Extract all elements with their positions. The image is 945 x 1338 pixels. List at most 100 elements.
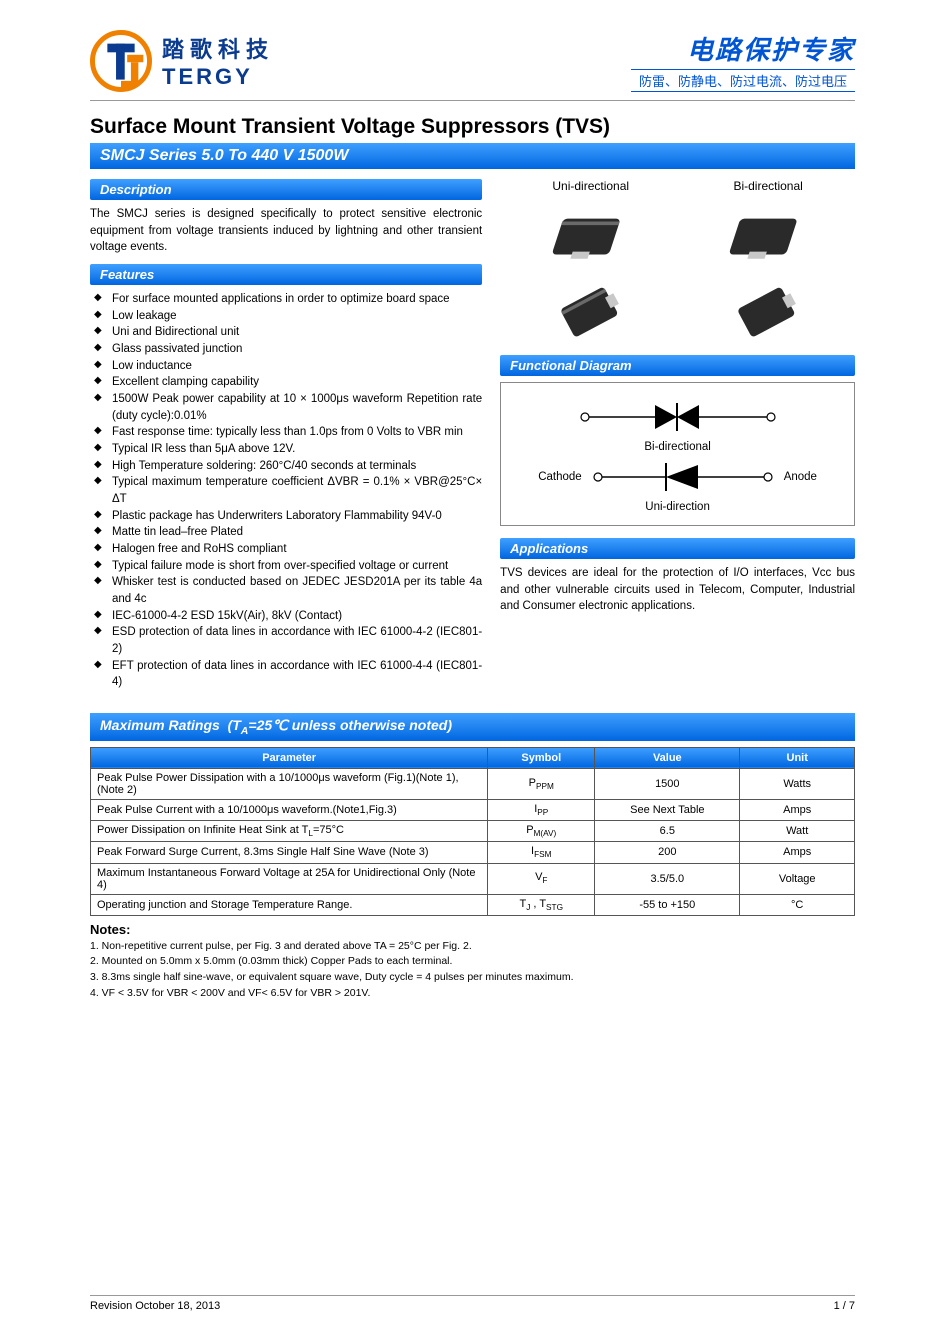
bi-chip-angle-icon bbox=[726, 281, 806, 345]
bi-directional-symbol-icon bbox=[573, 399, 783, 435]
page-title: Surface Mount Transient Voltage Suppress… bbox=[90, 115, 855, 139]
ratings-unit: Amps bbox=[740, 799, 855, 820]
chip-images-row-2 bbox=[500, 281, 855, 345]
notes-title: Notes: bbox=[90, 922, 855, 937]
func-bi-label: Bi-directional bbox=[644, 441, 710, 453]
note-item: 1. Non-repetitive current pulse, per Fig… bbox=[90, 939, 855, 955]
uni-directional-symbol-icon bbox=[588, 459, 778, 495]
page-footer: Revision October 18, 2013 1 / 7 bbox=[90, 1295, 855, 1312]
feature-item: IEC-61000-4-2 ESD 15kV(Air), 8kV (Contac… bbox=[94, 608, 482, 625]
ratings-symbol: IPP bbox=[488, 799, 595, 820]
ratings-col-header: Parameter bbox=[91, 747, 488, 768]
uni-directional-label: Uni-directional bbox=[552, 179, 629, 193]
uni-chip-top-icon bbox=[546, 205, 632, 271]
ratings-param: Peak Pulse Current with a 10/1000μs wave… bbox=[91, 799, 488, 820]
revision-text: Revision October 18, 2013 bbox=[90, 1300, 220, 1312]
uni-chip-angle-icon bbox=[549, 281, 629, 345]
ratings-unit: Watt bbox=[740, 821, 855, 842]
feature-item: Low leakage bbox=[94, 308, 482, 325]
note-item: 3. 8.3ms single half sine-wave, or equiv… bbox=[90, 970, 855, 986]
description-text: The SMCJ series is designed specifically… bbox=[90, 206, 482, 256]
ratings-param: Power Dissipation on Infinite Heat Sink … bbox=[91, 821, 488, 842]
ratings-value: See Next Table bbox=[595, 799, 740, 820]
chip-labels-row: Uni-directional Bi-directional bbox=[500, 179, 855, 199]
bi-chip-top-icon bbox=[723, 205, 809, 271]
tagline-main: 电路保护专家 bbox=[631, 30, 855, 67]
ratings-param: Maximum Instantaneous Forward Voltage at… bbox=[91, 863, 488, 894]
logo-text-cn: 踏歌科技 bbox=[162, 32, 274, 64]
feature-item: Plastic package has Underwriters Laborat… bbox=[94, 508, 482, 525]
cathode-label: Cathode bbox=[538, 471, 581, 483]
ratings-unit: Watts bbox=[740, 768, 855, 799]
ratings-symbol: IFSM bbox=[488, 842, 595, 863]
applications-text: TVS devices are ideal for the protection… bbox=[500, 565, 855, 615]
ratings-symbol: VF bbox=[488, 863, 595, 894]
note-item: 2. Mounted on 5.0mm x 5.0mm (0.03mm thic… bbox=[90, 954, 855, 970]
feature-item: Typical failure mode is short from over-… bbox=[94, 558, 482, 575]
feature-item: Typical IR less than 5μA above 12V. bbox=[94, 441, 482, 458]
logo-block: 踏歌科技 TERGY bbox=[90, 30, 274, 92]
features-heading: Features bbox=[90, 264, 482, 285]
note-item: 4. VF < 3.5V for VBR < 200V and VF< 6.5V… bbox=[90, 986, 855, 1002]
chip-images-row-1 bbox=[500, 205, 855, 271]
feature-item: Low inductance bbox=[94, 358, 482, 375]
ratings-row: Power Dissipation on Infinite Heat Sink … bbox=[91, 821, 855, 842]
revision-label: Revision bbox=[90, 1300, 132, 1312]
feature-item: Excellent clamping capability bbox=[94, 374, 482, 391]
feature-item: High Temperature soldering: 260°C/40 sec… bbox=[94, 458, 482, 475]
tagline-sub: 防雷、防静电、防过电流、防过电压 bbox=[631, 69, 855, 92]
ratings-unit: °C bbox=[740, 894, 855, 915]
ratings-col-header: Unit bbox=[740, 747, 855, 768]
functional-heading: Functional Diagram bbox=[500, 355, 855, 376]
notes-list: 1. Non-repetitive current pulse, per Fig… bbox=[90, 939, 855, 1002]
ratings-symbol: PM(AV) bbox=[488, 821, 595, 842]
ratings-row: Operating junction and Storage Temperatu… bbox=[91, 894, 855, 915]
series-bar: SMCJ Series 5.0 To 440 V 1500W bbox=[90, 143, 855, 169]
feature-item: Fast response time: typically less than … bbox=[94, 424, 482, 441]
ratings-table: ParameterSymbolValueUnit Peak Pulse Powe… bbox=[90, 747, 855, 916]
ratings-heading: Maximum Ratings (TA=25℃ unless otherwise… bbox=[90, 713, 855, 741]
feature-item: Glass passivated junction bbox=[94, 341, 482, 358]
revision-date: October 18, 2013 bbox=[135, 1300, 220, 1312]
ratings-value: 200 bbox=[595, 842, 740, 863]
ratings-value: 3.5/5.0 bbox=[595, 863, 740, 894]
ratings-row: Maximum Instantaneous Forward Voltage at… bbox=[91, 863, 855, 894]
ratings-row: Peak Forward Surge Current, 8.3ms Single… bbox=[91, 842, 855, 863]
feature-item: Matte tin lead–free Plated bbox=[94, 524, 482, 541]
functional-diagram-box: Bi-directional Cathode Anode Uni-directi… bbox=[500, 382, 855, 526]
bi-directional-label: Bi-directional bbox=[733, 179, 802, 193]
feature-item: 1500W Peak power capability at 10 × 1000… bbox=[94, 391, 482, 424]
ratings-col-header: Symbol bbox=[488, 747, 595, 768]
anode-label: Anode bbox=[784, 471, 817, 483]
feature-item: EFT protection of data lines in accordan… bbox=[94, 658, 482, 691]
ratings-unit: Amps bbox=[740, 842, 855, 863]
feature-item: Halogen free and RoHS compliant bbox=[94, 541, 482, 558]
ratings-value: 6.5 bbox=[595, 821, 740, 842]
features-list: For surface mounted applications in orde… bbox=[90, 291, 482, 691]
page-number: 1 / 7 bbox=[834, 1300, 855, 1312]
description-heading: Description bbox=[90, 179, 482, 200]
tagline-block: 电路保护专家 防雷、防静电、防过电流、防过电压 bbox=[631, 30, 855, 92]
ratings-unit: Voltage bbox=[740, 863, 855, 894]
ratings-value: 1500 bbox=[595, 768, 740, 799]
page-header: 踏歌科技 TERGY 电路保护专家 防雷、防静电、防过电流、防过电压 bbox=[90, 30, 855, 101]
ratings-symbol: TJ , TSTG bbox=[488, 894, 595, 915]
ratings-param: Peak Pulse Power Dissipation with a 10/1… bbox=[91, 768, 488, 799]
ratings-row: Peak Pulse Power Dissipation with a 10/1… bbox=[91, 768, 855, 799]
applications-heading: Applications bbox=[500, 538, 855, 559]
ratings-param: Peak Forward Surge Current, 8.3ms Single… bbox=[91, 842, 488, 863]
feature-item: Uni and Bidirectional unit bbox=[94, 324, 482, 341]
feature-item: ESD protection of data lines in accordan… bbox=[94, 624, 482, 657]
logo-text-en: TERGY bbox=[162, 64, 274, 90]
ratings-heading-text: Maximum Ratings (TA=25℃ unless otherwise… bbox=[100, 717, 452, 733]
feature-item: Whisker test is conducted based on JEDEC… bbox=[94, 574, 482, 607]
ratings-col-header: Value bbox=[595, 747, 740, 768]
ratings-value: -55 to +150 bbox=[595, 894, 740, 915]
ratings-param: Operating junction and Storage Temperatu… bbox=[91, 894, 488, 915]
feature-item: Typical maximum temperature coefficient … bbox=[94, 474, 482, 507]
ratings-symbol: PPPM bbox=[488, 768, 595, 799]
ratings-row: Peak Pulse Current with a 10/1000μs wave… bbox=[91, 799, 855, 820]
tergy-logo-icon bbox=[90, 30, 152, 92]
feature-item: For surface mounted applications in orde… bbox=[94, 291, 482, 308]
func-uni-label: Uni-direction bbox=[645, 501, 710, 513]
